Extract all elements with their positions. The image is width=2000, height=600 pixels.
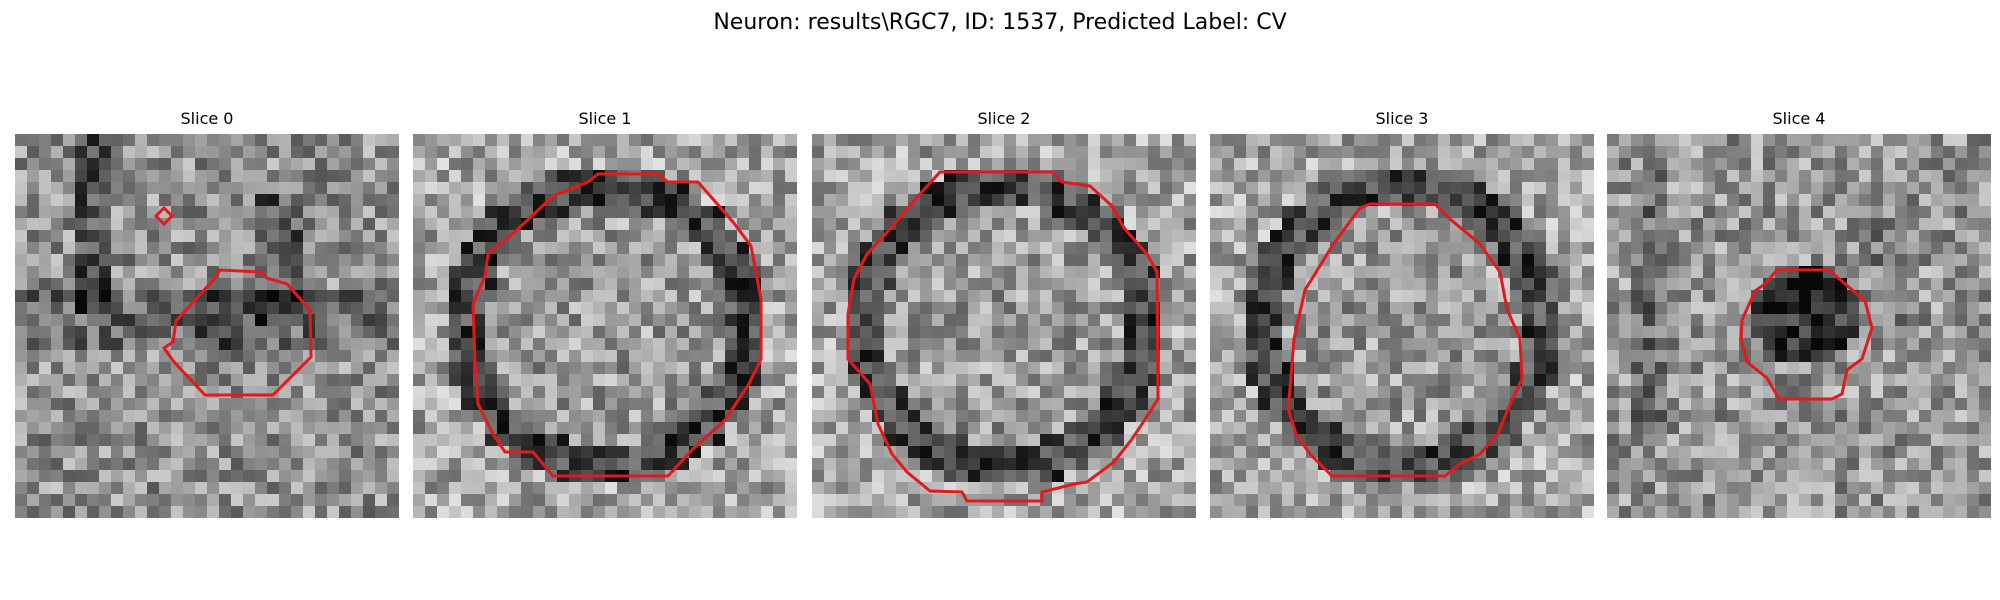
grayscale-pixel-grid — [1607, 134, 1991, 518]
slice-panel-0: Slice 0 — [15, 108, 399, 518]
grayscale-pixel-grid — [413, 134, 797, 518]
slice-title-0: Slice 0 — [180, 109, 234, 128]
slice-image-0 — [15, 134, 399, 518]
slice-image-4 — [1607, 134, 1991, 518]
slice-title-2: Slice 2 — [977, 109, 1031, 128]
slice-panel-4: Slice 4 — [1607, 108, 1991, 518]
neuron-contour — [471, 172, 763, 478]
neuron-contour — [1739, 268, 1874, 401]
grayscale-pixel-grid — [812, 134, 1196, 518]
neuron-contour — [846, 170, 1160, 503]
slice-title-1: Slice 1 — [578, 109, 632, 128]
grayscale-pixel-grid — [15, 134, 399, 518]
slice-panel-2: Slice 2 — [812, 108, 1196, 518]
small-contour — [153, 205, 175, 227]
neuron-contour — [161, 268, 313, 397]
slice-title-3: Slice 3 — [1375, 109, 1429, 128]
slice-image-2 — [812, 134, 1196, 518]
slice-title-4: Slice 4 — [1772, 109, 1826, 128]
neuron-contour — [1286, 202, 1524, 478]
grayscale-pixel-grid — [1210, 134, 1594, 518]
slice-panel-1: Slice 1 — [413, 108, 797, 518]
slice-image-3 — [1210, 134, 1594, 518]
slice-image-1 — [413, 134, 797, 518]
slice-panel-3: Slice 3 — [1210, 108, 1594, 518]
figure-title: Neuron: results\RGC7, ID: 1537, Predicte… — [713, 10, 1287, 35]
